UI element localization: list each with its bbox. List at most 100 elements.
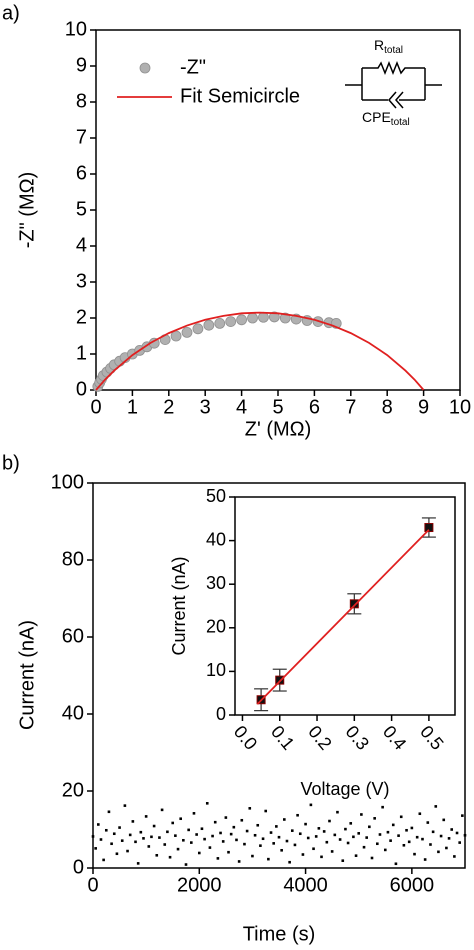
data-point — [163, 843, 167, 846]
x-tick-label: 1 — [127, 396, 138, 418]
data-point — [118, 826, 121, 829]
data-point — [174, 834, 177, 837]
data-point — [360, 813, 363, 816]
data-point — [94, 847, 97, 850]
x-tick-label: 4000 — [283, 874, 328, 896]
data-point — [182, 838, 185, 842]
data-point — [102, 858, 105, 862]
data-point — [373, 817, 376, 820]
data-point — [275, 825, 278, 828]
data-point — [362, 845, 366, 849]
data-point — [224, 816, 228, 819]
data-point — [104, 828, 108, 832]
data-point — [176, 847, 180, 851]
data-point — [431, 830, 435, 834]
data-point — [421, 837, 424, 841]
circuit-label: Rtotal — [374, 37, 403, 56]
data-point — [368, 825, 371, 829]
data-point — [280, 848, 283, 852]
y-tick-label: 8 — [76, 90, 87, 112]
legend-marker — [139, 62, 151, 74]
y-tick-label: 6 — [76, 162, 87, 184]
y-tick-label: 10 — [65, 18, 87, 40]
x-tick-label: 6000 — [390, 874, 435, 896]
fit-line — [256, 529, 430, 705]
data-point — [134, 840, 137, 844]
data-point — [181, 326, 193, 338]
data-point — [309, 803, 313, 807]
y-tick-label: 80 — [62, 548, 84, 570]
data-point — [269, 831, 273, 834]
data-point — [333, 833, 337, 837]
data-point — [455, 831, 459, 835]
y-tick-label: 9 — [76, 54, 87, 76]
inset-background — [235, 497, 455, 715]
data-point — [214, 317, 226, 329]
legend-label: -Z" — [180, 56, 206, 78]
data-point — [397, 834, 400, 837]
data-point — [336, 810, 339, 814]
x-tick-label: 5 — [272, 396, 283, 418]
data-point — [243, 842, 246, 846]
data-point — [461, 814, 464, 817]
data-point — [128, 833, 132, 837]
plot-frame — [92, 482, 466, 869]
data-point — [389, 839, 392, 842]
data-point — [115, 852, 119, 856]
data-point — [131, 820, 135, 823]
data-point — [341, 859, 345, 862]
x-tick-label: 6 — [309, 396, 320, 418]
data-point — [261, 837, 265, 841]
y-axis-title: Current (nA) — [16, 620, 38, 730]
x-tick-label: 2 — [163, 396, 174, 418]
data-point — [426, 821, 430, 824]
data-point — [344, 827, 347, 831]
y-tick-label: 10 — [206, 660, 226, 680]
data-point — [253, 833, 257, 837]
data-point — [415, 835, 419, 839]
data-point — [251, 854, 254, 858]
data-point — [410, 826, 414, 830]
x-axis-title: Z' (MΩ) — [245, 418, 312, 440]
data-point — [187, 828, 190, 832]
data-point — [139, 830, 143, 834]
data-point — [296, 813, 299, 817]
data-point — [304, 822, 307, 826]
data-point — [240, 818, 244, 822]
y-tick-label: 60 — [62, 625, 84, 647]
data-point — [160, 808, 164, 812]
data-point — [227, 850, 230, 854]
y-tick-label: 5 — [76, 198, 87, 220]
data-point — [314, 835, 318, 838]
circuit-label-sub: total — [384, 45, 403, 56]
panel-label: b) — [2, 452, 20, 474]
data-point — [267, 857, 270, 861]
data-point — [221, 840, 225, 843]
data-point — [338, 838, 342, 841]
data-point — [285, 839, 289, 843]
data-point — [317, 827, 321, 830]
data-point — [225, 316, 237, 328]
data-point — [192, 323, 204, 335]
y-axis-title: Current (nA) — [169, 556, 189, 655]
data-point — [447, 837, 451, 840]
x-tick-label: 7 — [345, 396, 356, 418]
data-point — [283, 818, 286, 821]
data-point — [365, 836, 368, 839]
data-point — [354, 854, 358, 857]
data-point — [247, 312, 258, 324]
data-point — [256, 823, 260, 827]
data-point — [97, 823, 100, 826]
data-point — [298, 832, 302, 836]
data-point — [190, 841, 193, 844]
data-point — [349, 822, 353, 825]
data-point — [458, 841, 461, 844]
data-point — [301, 853, 305, 856]
data-point — [264, 809, 268, 813]
data-point — [203, 319, 215, 331]
data-point — [213, 820, 217, 824]
data-point — [381, 805, 384, 809]
legend-label: Fit Semicircle — [180, 85, 300, 107]
data-point — [277, 835, 281, 839]
